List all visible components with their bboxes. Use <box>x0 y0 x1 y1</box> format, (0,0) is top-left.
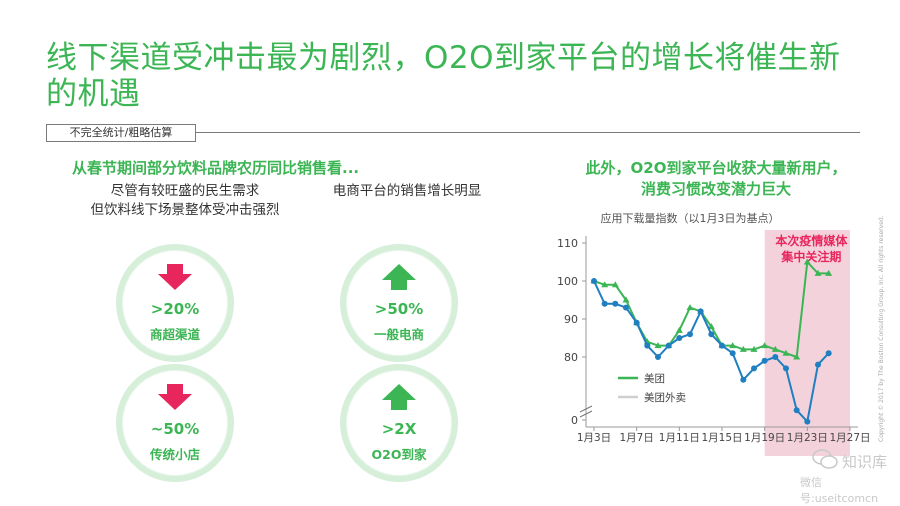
copyright-text: Copyright © 2017 by The Boston Consultin… <box>878 215 885 442</box>
data-point <box>803 258 811 265</box>
data-point <box>687 331 693 338</box>
chart-title: 应用下载量指数（以1月3日为基点） <box>601 211 780 225</box>
data-point <box>697 308 704 315</box>
highlight-label: 本次疫情媒体 <box>775 233 848 248</box>
data-point <box>783 365 789 372</box>
x-tick-label: 1月15日 <box>701 432 742 444</box>
data-point <box>815 361 821 368</box>
offline-text-line-2: 但饮料线下场景整体受冲击强烈 <box>90 202 280 218</box>
data-point <box>729 350 736 357</box>
circle-label: O2O到家 <box>371 447 427 462</box>
offline-text: 尽管有较旺盛的民生需求 但饮料线下场景整体受冲击强烈 <box>60 182 310 220</box>
data-point <box>761 357 768 364</box>
data-point <box>655 354 661 360</box>
data-point <box>676 335 683 341</box>
data-point <box>665 342 672 349</box>
circle-small-store: ~50% 传统小店 <box>116 364 234 482</box>
data-point <box>591 278 597 284</box>
data-point <box>804 418 811 425</box>
data-point <box>675 326 683 333</box>
data-point <box>814 269 822 276</box>
circle-label: 一般电商 <box>373 327 424 342</box>
y-tick-label: 110 <box>557 237 578 250</box>
data-point <box>612 300 619 307</box>
down-arrow-icon <box>158 384 192 410</box>
data-point <box>771 345 779 352</box>
data-point <box>601 281 609 288</box>
data-point <box>750 345 758 352</box>
x-tick-label: 1月7日 <box>619 432 653 444</box>
data-point <box>611 281 619 288</box>
data-point <box>825 350 832 357</box>
watermark-name: 知识库 <box>842 453 888 471</box>
legend-label: 美团外卖 <box>644 391 686 404</box>
up-arrow-icon <box>382 264 416 290</box>
circle-value: >2X <box>381 420 417 438</box>
data-point <box>708 331 715 338</box>
circle-value: >20% <box>150 300 200 318</box>
data-point <box>761 342 769 349</box>
down-arrow-icon <box>158 264 192 290</box>
data-point <box>751 365 757 372</box>
circle-label: 商超渠道 <box>149 327 200 342</box>
data-point <box>782 349 790 356</box>
circle-ecommerce: >50% 一般电商 <box>340 244 458 362</box>
x-tick-label: 1月19日 <box>744 432 785 444</box>
circle-value: >50% <box>374 300 424 318</box>
data-point <box>633 319 640 326</box>
watermark-account: 微信号:useitcomcn <box>800 476 879 505</box>
right-heading-line-1: 此外，O2O到家平台收获大量新用户， <box>585 159 847 177</box>
y-tick-label: 100 <box>557 275 578 288</box>
up-arrow-icon <box>382 384 416 410</box>
data-point <box>740 376 747 383</box>
right-heading-line-2: 消费习惯改变潜力巨大 <box>640 180 791 198</box>
data-point <box>644 342 651 349</box>
legend-label: 美团 <box>644 372 665 385</box>
data-point <box>686 304 694 311</box>
estimate-note: 不完全统计/粗略估算 <box>46 124 196 142</box>
circle-supermarket: >20% 商超渠道 <box>116 244 234 362</box>
data-point <box>793 353 801 360</box>
offline-text-line-1: 尽管有较旺盛的民生需求 <box>110 183 260 199</box>
data-point <box>707 323 715 330</box>
y-tick-label: 90 <box>564 313 578 326</box>
data-point <box>793 407 800 414</box>
data-point <box>825 269 833 276</box>
note-divider <box>196 132 860 133</box>
data-point <box>772 354 779 360</box>
data-point <box>601 300 608 307</box>
highlight-label: 集中关注期 <box>780 249 841 264</box>
page-title: 线下渠道受冲击最为剧烈，O2O到家平台的增长将催生新的机遇 <box>46 40 841 112</box>
data-point <box>729 342 737 349</box>
x-tick-label: 1月3日 <box>577 432 611 444</box>
circle-label: 传统小店 <box>149 447 200 462</box>
x-tick-label: 1月27日 <box>829 432 870 444</box>
left-heading: 从春节期间部分饮料品牌农历同比销售看... <box>72 159 360 177</box>
data-point <box>622 296 630 303</box>
x-tick-label: 1月23日 <box>787 432 828 444</box>
wechat-icon <box>812 449 838 469</box>
data-point <box>654 342 662 349</box>
axis-break-mark <box>579 405 593 418</box>
data-point <box>719 342 725 349</box>
y-tick-label: 80 <box>564 351 578 364</box>
y-tick-label: 0 <box>571 414 578 427</box>
x-tick-label: 1月11日 <box>659 432 700 444</box>
data-point <box>623 304 629 311</box>
online-text: 电商平台的销售增长明显 <box>332 183 482 199</box>
data-point <box>739 345 747 352</box>
right-heading: 此外，O2O到家平台收获大量新用户， 消费习惯改变潜力巨大 <box>556 158 876 200</box>
circle-o2o: >2X O2O到家 <box>340 364 458 482</box>
circle-value: ~50% <box>150 420 200 438</box>
